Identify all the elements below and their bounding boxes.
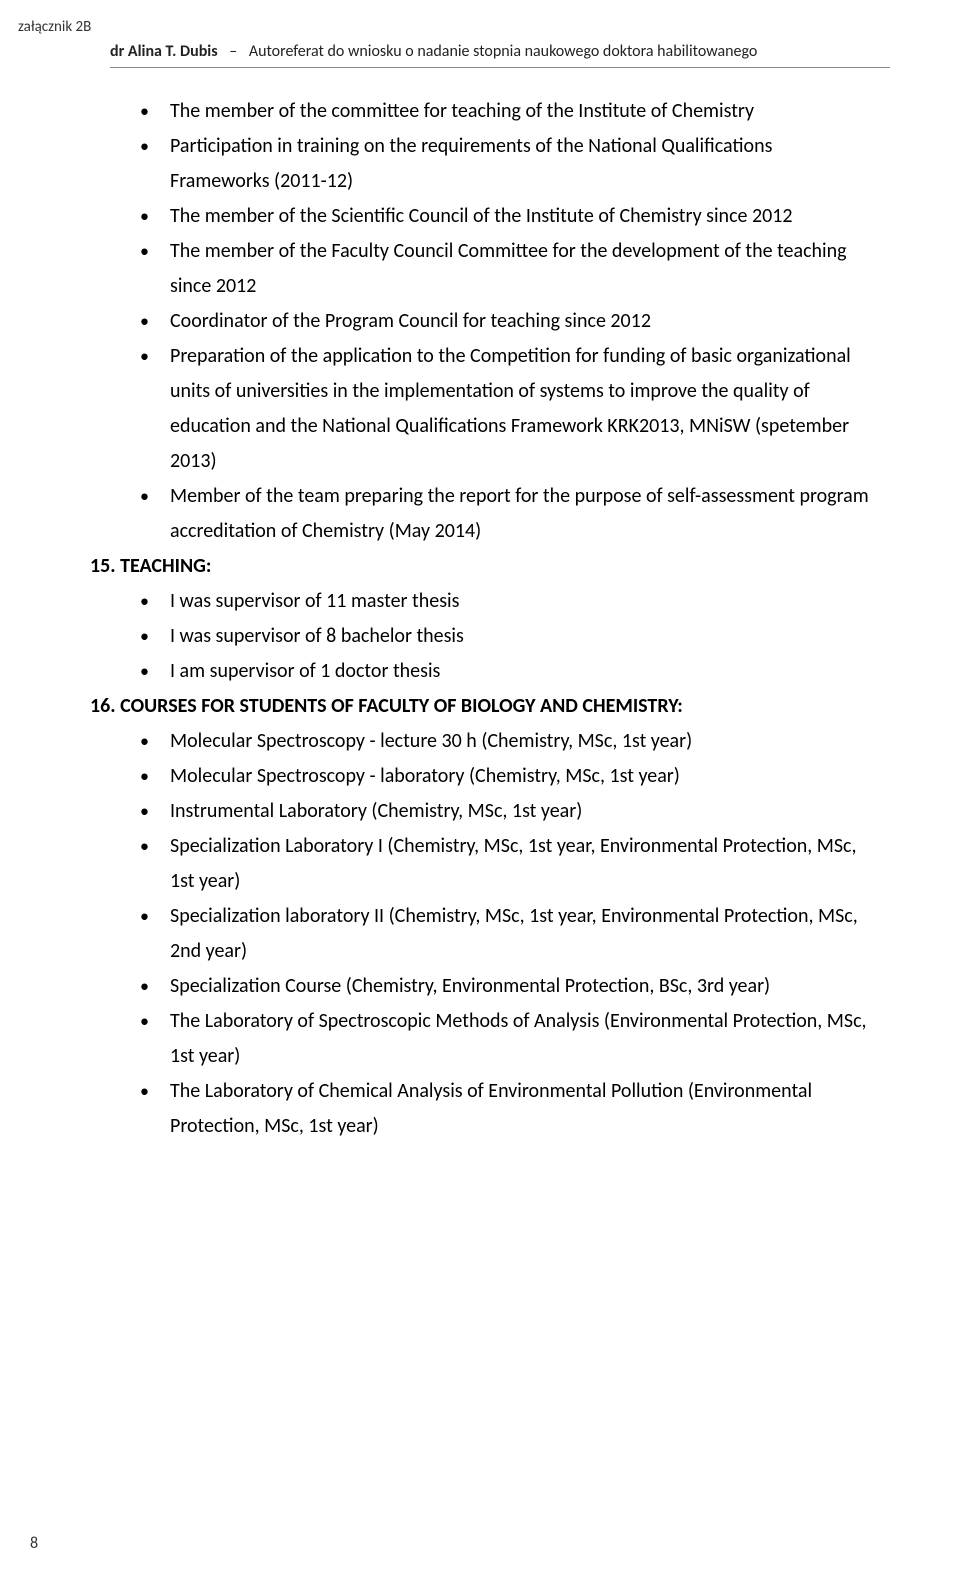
list-item: Molecular Spectroscopy - laboratory (Che… (140, 759, 870, 794)
section15-heading: 15. TEACHING: (90, 549, 870, 584)
list-item: The member of the Faculty Council Commit… (140, 234, 870, 304)
list-item: I was supervisor of 11 master thesis (140, 584, 870, 619)
list-item: The Laboratory of Chemical Analysis of E… (140, 1074, 870, 1144)
list-item: I was supervisor of 8 bachelor thesis (140, 619, 870, 654)
list-item: Specialization laboratory II (Chemistry,… (140, 899, 870, 969)
header-separator: – (229, 42, 237, 61)
section14-list: The member of the committee for teaching… (140, 94, 870, 549)
list-item: Instrumental Laboratory (Chemistry, MSc,… (140, 794, 870, 829)
header-author: dr Alina T. Dubis (110, 42, 218, 61)
list-item: Specialization Course (Chemistry, Enviro… (140, 969, 870, 1004)
document-body: The member of the committee for teaching… (90, 94, 870, 1144)
list-item: The member of the Scientific Council of … (140, 199, 870, 234)
list-item: Member of the team preparing the report … (140, 479, 870, 549)
attachment-label: załącznik 2B (18, 18, 91, 36)
page-number: 8 (30, 1534, 38, 1553)
document-page: załącznik 2B dr Alina T. Dubis – Autoref… (0, 0, 960, 1571)
list-item: Preparation of the application to the Co… (140, 339, 870, 479)
section16-heading: 16. COURSES FOR STUDENTS OF FACULTY OF B… (90, 689, 870, 724)
list-item: Coordinator of the Program Council for t… (140, 304, 870, 339)
list-item: Specialization Laboratory I (Chemistry, … (140, 829, 870, 899)
list-item: The Laboratory of Spectroscopic Methods … (140, 1004, 870, 1074)
list-item: The member of the committee for teaching… (140, 94, 870, 129)
list-item: Molecular Spectroscopy - lecture 30 h (C… (140, 724, 870, 759)
header-title: Autoreferat do wniosku o nadanie stopnia… (249, 42, 758, 61)
list-item: Participation in training on the require… (140, 129, 870, 199)
running-header: dr Alina T. Dubis – Autoreferat do wnios… (110, 42, 890, 68)
list-item: I am supervisor of 1 doctor thesis (140, 654, 870, 689)
section16-list: Molecular Spectroscopy - lecture 30 h (C… (140, 724, 870, 1144)
section15-list: I was supervisor of 11 master thesis I w… (140, 584, 870, 689)
